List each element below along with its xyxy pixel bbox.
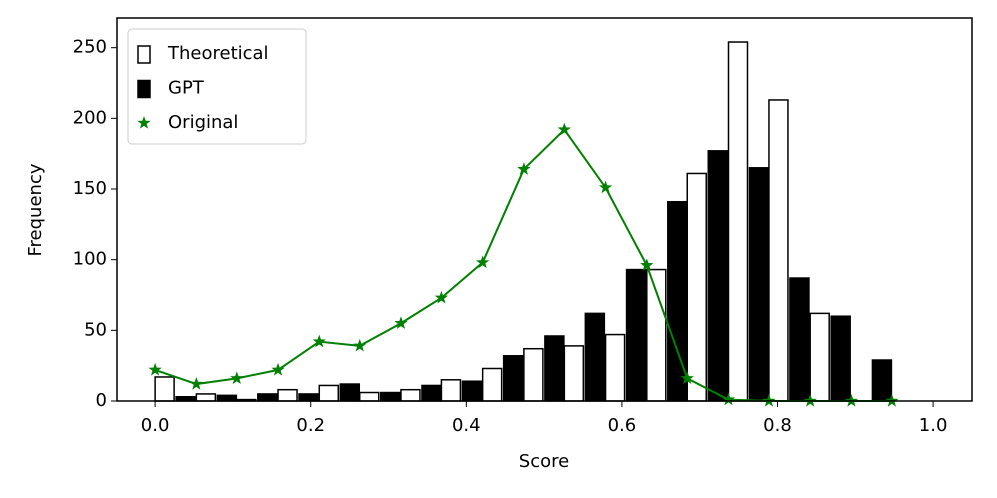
y-axis-label: Frequency (25, 163, 46, 256)
bar (339, 383, 361, 402)
legend-swatch (137, 116, 151, 129)
bar (563, 345, 585, 402)
legend-label: GPT (168, 78, 205, 99)
y-tick-label: 250 (73, 37, 107, 58)
bar (400, 388, 421, 402)
bar (195, 393, 217, 402)
bar (809, 312, 830, 402)
bar (277, 388, 298, 402)
legend-swatch (137, 79, 151, 99)
bar (298, 393, 319, 402)
marker (271, 362, 285, 376)
marker (394, 316, 408, 329)
bar (871, 359, 893, 402)
bar (686, 172, 708, 402)
x-tick-label: 0.6 (608, 415, 637, 436)
y-tick-label: 200 (73, 107, 107, 128)
x-tick-label: 1.0 (919, 415, 948, 436)
legend-box (127, 28, 307, 145)
marker (640, 258, 654, 271)
x-tick-label: 0.0 (141, 415, 170, 436)
legend-label: Theoretical (167, 43, 269, 64)
bar (461, 380, 483, 402)
marker (598, 180, 613, 194)
bar (584, 312, 606, 402)
bar (257, 393, 278, 402)
y-tick-label: 0 (96, 390, 107, 411)
x-tick-label: 0.4 (452, 415, 481, 436)
marker (312, 334, 326, 348)
marker (721, 392, 736, 406)
x-tick-label: 0.8 (763, 415, 792, 436)
marker (353, 338, 367, 352)
marker (475, 255, 490, 269)
bar (379, 391, 401, 402)
x-tick-label: 0.2 (296, 415, 325, 436)
legend-label: Original (168, 112, 238, 133)
marker (148, 362, 162, 376)
bar (830, 315, 851, 402)
x-axis-label: Score (519, 451, 569, 472)
y-tick-label: 50 (84, 319, 107, 340)
marker (230, 371, 244, 385)
bar (154, 376, 175, 402)
bar (523, 347, 544, 402)
bar (707, 150, 729, 402)
bar (727, 41, 749, 402)
bar (421, 384, 442, 402)
bar (502, 355, 524, 402)
plot-frame (116, 17, 973, 402)
y-tick-label: 100 (73, 249, 107, 270)
bar (789, 277, 810, 402)
bar (481, 367, 503, 402)
legend-swatch (137, 45, 151, 64)
marker (434, 290, 449, 304)
marker (557, 122, 571, 136)
bar (544, 335, 565, 402)
bar (625, 268, 647, 402)
marker (517, 162, 531, 175)
bar (748, 167, 770, 402)
bar (358, 391, 380, 402)
bar (768, 99, 789, 402)
y-tick-label: 150 (73, 178, 107, 199)
marker (189, 377, 204, 390)
bar (216, 394, 238, 402)
bar (318, 384, 340, 402)
marker (680, 371, 694, 385)
bar (604, 333, 626, 402)
bar (440, 379, 462, 402)
